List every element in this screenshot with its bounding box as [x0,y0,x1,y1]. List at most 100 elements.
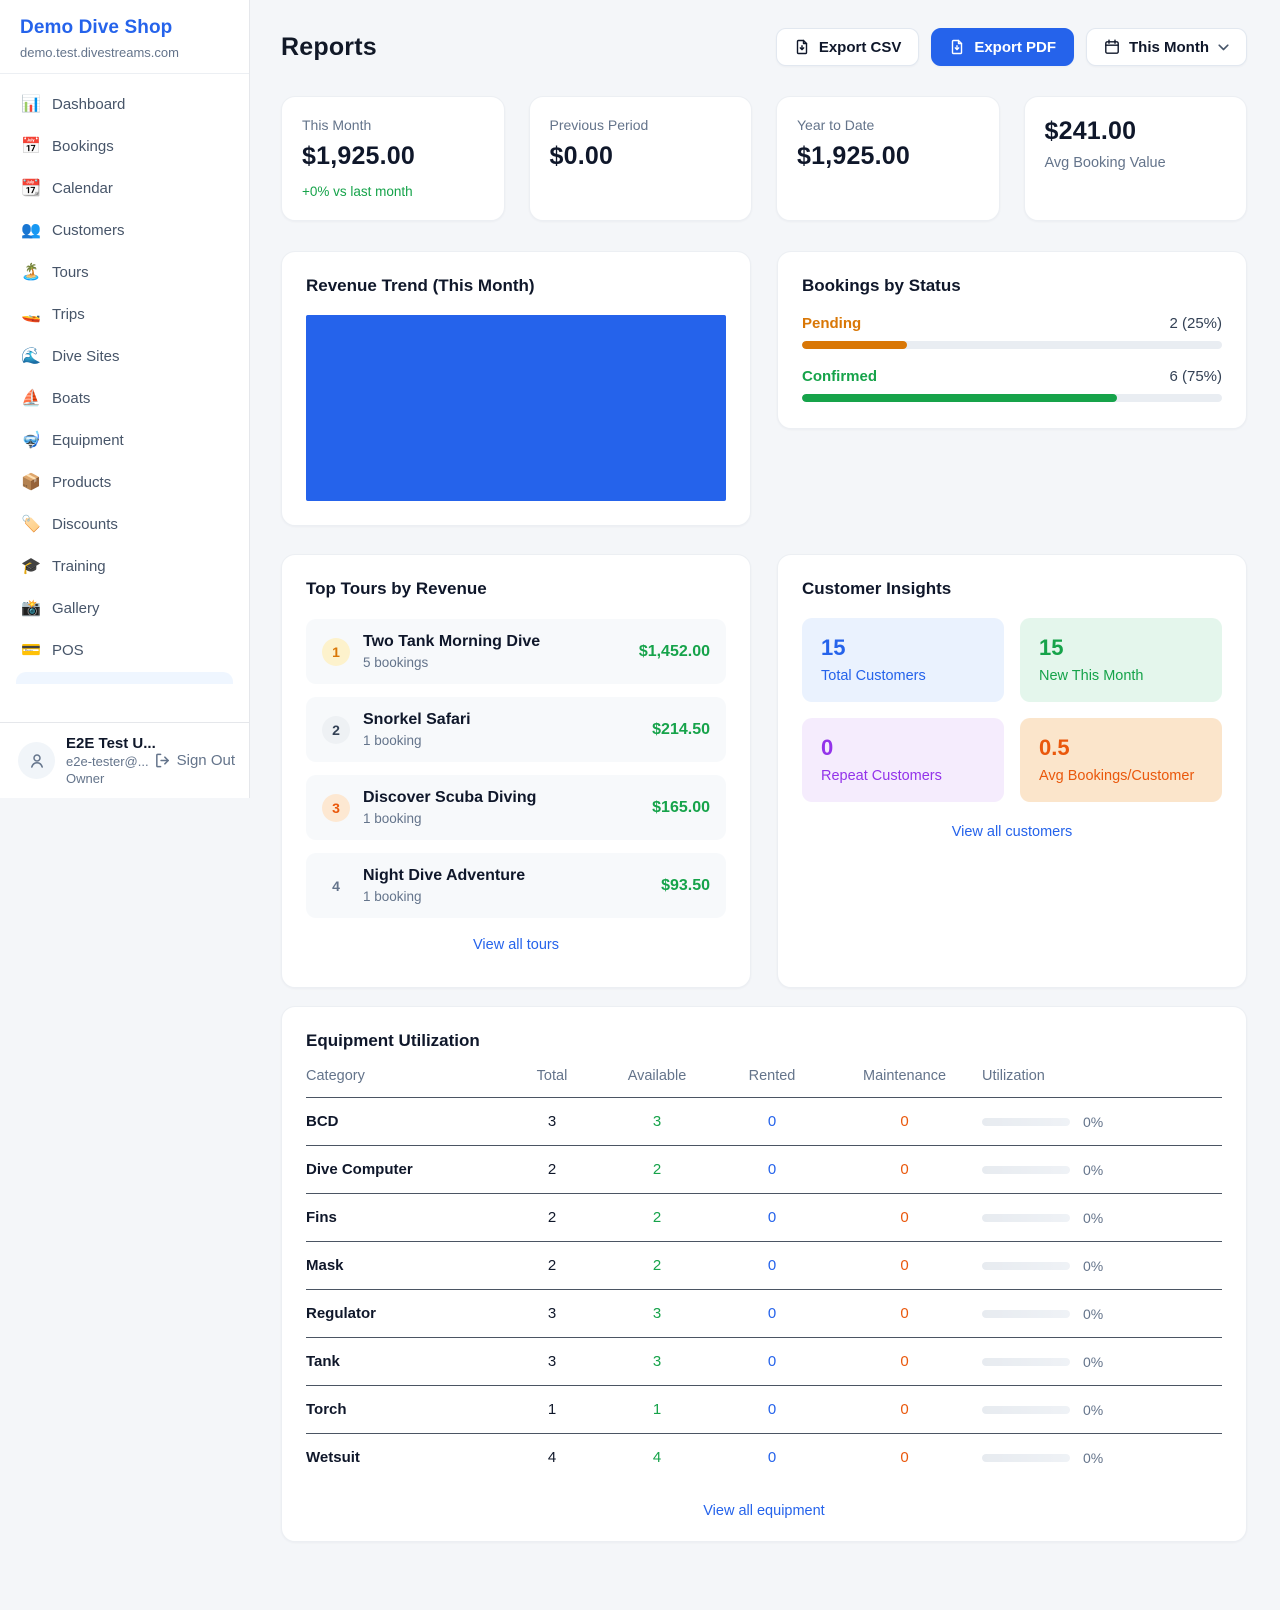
tour-revenue: $93.50 [661,876,710,894]
utilization-bar [982,1309,1070,1318]
status-count: 6 (75%) [1169,368,1222,385]
sidebar-item-gallery[interactable]: 📸 Gallery [8,588,241,628]
sidebar-item-calendar[interactable]: 📆 Calendar [8,168,241,208]
tour-title: Discover Scuba Diving [363,789,537,806]
sidebar-item-equipment[interactable]: 🤿 Equipment [8,420,241,460]
tile-label: New This Month [1039,668,1144,684]
label-tag-icon: 🏷️ [21,516,41,533]
user-role: Owner [66,771,105,786]
utilization-bar [982,1357,1070,1366]
utilization-bar [982,1165,1070,1174]
equipment-category: Dive Computer [306,1145,507,1194]
utilization-percent: 0% [1083,1113,1104,1130]
tile-label: Total Customers [821,668,926,684]
main-content: Reports Export CSV [250,0,1280,1582]
utilization-percent: 0% [1083,1401,1104,1418]
sidebar-item-dive-sites[interactable]: 🌊 Dive Sites [8,336,241,376]
user-email: e2e-tester@... [66,754,149,769]
user-name: E2E Test U... [66,735,156,752]
sign-out-button[interactable]: Sign Out [154,752,235,769]
status-label: Pending [802,315,862,332]
equipment-category: Fins [306,1193,507,1242]
equipment-table: Category Total Available Rented Maintena… [306,1068,1222,1481]
view-all-equipment-link[interactable]: View all equipment [703,1503,825,1519]
column-header-rented: Rented [717,1068,827,1098]
sidebar-item-label: Customers [52,221,125,239]
equipment-available: 3 [597,1337,717,1386]
status-bar-track [802,341,1222,349]
sidebar-item-label: Training [52,557,106,575]
utilization-bar [982,1453,1070,1462]
tile-repeat-customers: 0 Repeat Customers [802,718,1004,802]
sidebar-item-label: Trips [52,305,85,323]
column-header-total: Total [507,1068,597,1098]
status-bar-fill [802,394,1117,402]
column-header-utilization: Utilization [982,1068,1222,1098]
page-title: Reports [281,32,377,61]
sidebar-item-trips[interactable]: 🚤 Trips [8,294,241,334]
equipment-rented: 0 [717,1289,827,1338]
sidebar-item-discounts[interactable]: 🏷️ Discounts [8,504,241,544]
tour-list: 1 Two Tank Morning Dive 5 bookings $1,45… [306,619,726,918]
user-icon [27,751,47,771]
equipment-total: 2 [507,1145,597,1194]
speedboat-icon: 🚤 [21,306,41,323]
tour-bookings: 1 booking [363,733,422,748]
export-csv-label: Export CSV [818,38,902,56]
view-all-tours-link[interactable]: View all tours [473,937,559,953]
table-row: Wetsuit 4 4 0 0 0% [306,1434,1222,1482]
column-header-category: Category [306,1068,507,1098]
sidebar-item-tours[interactable]: 🏝️ Tours [8,252,241,292]
view-all-customers-link[interactable]: View all customers [951,824,1073,840]
brand-block[interactable]: Demo Dive Shop demo.test.divestreams.com [0,0,249,74]
tour-list-item: 1 Two Tank Morning Dive 5 bookings $1,45… [306,619,726,684]
sidebar-item-label: Products [52,473,112,491]
tile-value: 0 [821,735,834,760]
file-download-icon [794,39,810,55]
utilization-percent: 0% [1083,1209,1104,1226]
stat-value: $1,925.00 [797,142,911,170]
period-label: This Month [1129,38,1209,56]
equipment-category: Mask [306,1241,507,1290]
tile-value: 15 [1039,635,1064,660]
stat-card-previous-period: Previous Period $0.00 [528,96,752,221]
stat-value: $241.00 [1044,117,1137,145]
sidebar-item-dashboard[interactable]: 📊 Dashboard [8,84,241,124]
tile-total-customers: 15 Total Customers [802,618,1004,702]
sidebar-item-training[interactable]: 🎓 Training [8,546,241,586]
table-row: BCD 3 3 0 0 0% [306,1097,1222,1146]
equipment-rented: 0 [717,1241,827,1290]
sidebar-item-bookings[interactable]: 📅 Bookings [8,126,241,166]
export-csv-button[interactable]: Export CSV [775,28,920,66]
sidebar-nav: 📊 Dashboard 📅 Bookings 📆 Calendar 👥 Cust… [0,74,249,722]
status-bar-fill [802,341,907,349]
equipment-maintenance: 0 [827,1337,982,1386]
equipment-total: 3 [507,1337,597,1386]
sign-out-label: Sign Out [176,752,235,769]
sidebar-item-customers[interactable]: 👥 Customers [8,210,241,250]
sidebar-item-active-partial[interactable] [16,672,233,684]
table-row: Tank 3 3 0 0 0% [306,1337,1222,1386]
insights-row: Top Tours by Revenue 1 Two Tank Morning … [281,554,1247,988]
period-dropdown[interactable]: This Month [1086,28,1247,66]
sidebar-item-boats[interactable]: ⛵ Boats [8,378,241,418]
export-pdf-button[interactable]: Export PDF [931,28,1075,66]
equipment-category: Torch [306,1385,507,1434]
sidebar-item-label: Tours [52,263,89,281]
equipment-total: 3 [507,1289,597,1338]
wave-icon: 🌊 [21,348,41,365]
equipment-category: BCD [306,1097,507,1146]
brand-domain: demo.test.divestreams.com [20,45,179,60]
customer-insights-card: Customer Insights 15 Total Customers 15 … [777,554,1247,988]
equipment-maintenance: 0 [827,1097,982,1146]
sidebar-item-label: Dive Sites [52,347,120,365]
sidebar-item-label: Discounts [52,515,118,533]
sidebar-item-products[interactable]: 📦 Products [8,462,241,502]
equipment-available: 2 [597,1241,717,1290]
sidebar-item-label: Dashboard [52,95,126,113]
equipment-total: 2 [507,1193,597,1242]
rank-badge: 3 [322,793,350,822]
utilization-bar [982,1261,1070,1270]
utilization-bar [982,1405,1070,1414]
sidebar-item-pos[interactable]: 💳 POS [8,630,241,670]
